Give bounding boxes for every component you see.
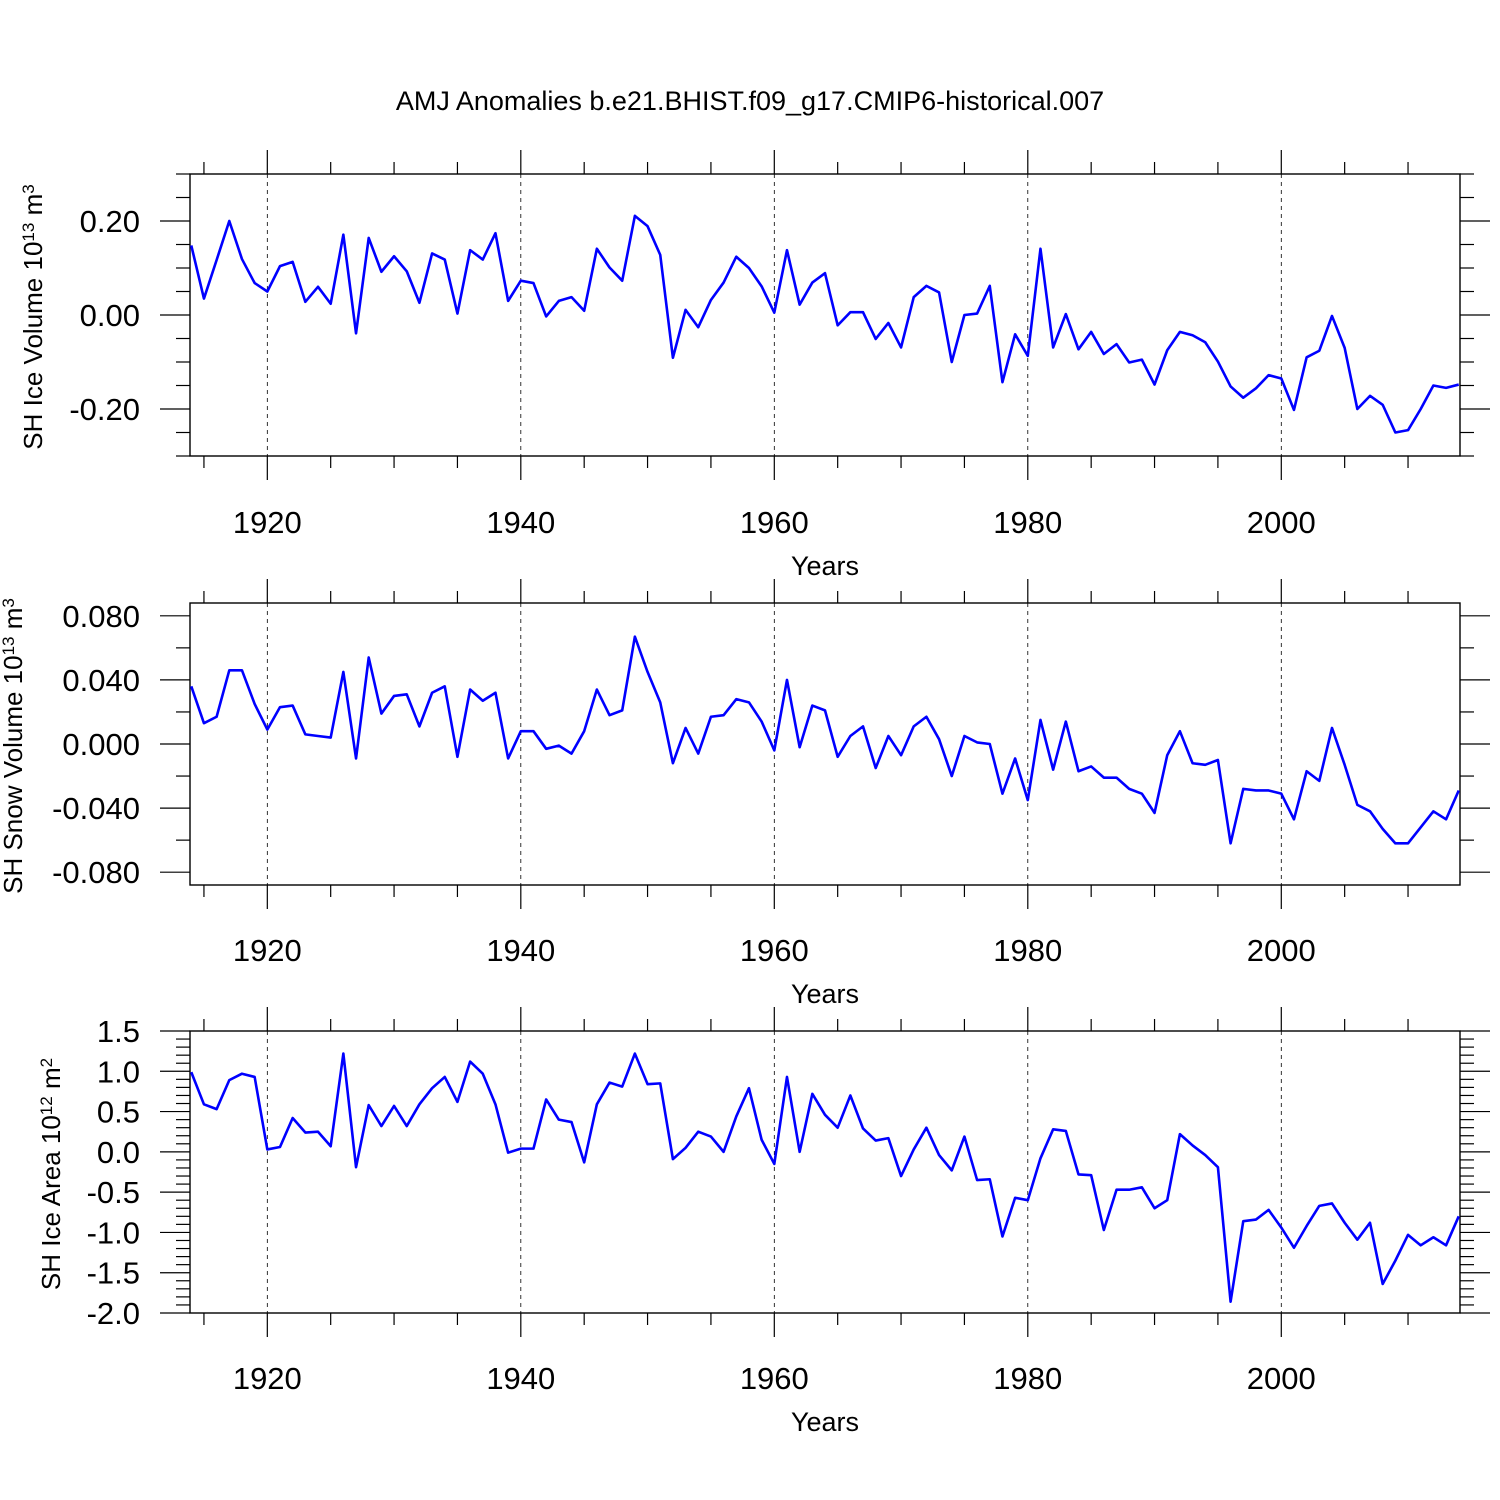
y-tick-label-m1p5: -1.5 [87,1256,140,1291]
y-tick-label-0p04: 0.040 [62,663,140,698]
x-tick-label-1940: 1940 [486,1361,555,1396]
figure-title: AMJ Anomalies b.e21.BHIST.f09_g17.CMIP6-… [396,86,1104,116]
x-tick-label-2000: 2000 [1247,933,1316,968]
x-tick-label-1980: 1980 [993,505,1062,540]
panel-3: 1920 1940 1960 1980 2000 -2.0 -1.5 -1.0 -0.5 0.0 0… [36,1007,1490,1437]
y-tick-label-0: 0.000 [62,727,140,762]
plot-frame [189,602,1461,886]
y-tick-label-m0p2: -0.20 [69,392,140,427]
y-tick-label-1: 1.0 [97,1054,140,1089]
x-tick-label-2000: 2000 [1247,1361,1316,1396]
y-tick-label-m2: -2.0 [87,1296,140,1331]
x-tick-label-1980: 1980 [993,1361,1062,1396]
y-tick-label-0: 0.00 [80,298,140,333]
y-tick-label-1p5: 1.5 [97,1014,140,1049]
y-tick-label-0p5: 0.5 [97,1095,140,1130]
plot-frame [189,1030,1461,1314]
x-axis-label: Years [791,979,859,1009]
x-tick-label-1960: 1960 [740,933,809,968]
x-axis-label: Years [791,1407,859,1437]
y-axis-label: SH Snow Volume 1013 m3 [0,598,28,894]
series-line-1 [190,1052,1460,1304]
x-tick-label-1960: 1960 [740,1361,809,1396]
x-tick-label-2000: 2000 [1247,505,1316,540]
panels: 1920 1940 1960 1980 2000 -0.20 0.00 0.20 Years SH… [0,150,1490,1437]
y-tick-label-0: 0.0 [97,1135,140,1170]
y-tick-label-m0p5: -0.5 [87,1175,140,1210]
y-tick-label-0p2: 0.20 [80,204,140,239]
x-tick-label-1940: 1940 [486,933,555,968]
series-line-1 [190,635,1460,845]
plot-frame [189,173,1461,457]
y-tick-label-m1: -1.0 [87,1215,140,1250]
y-axis-label: SH Ice Area 1012 m2 [36,1058,66,1290]
x-tick-label-1920: 1920 [233,1361,302,1396]
y-tick-label-0p08: 0.080 [62,599,140,634]
panel-2: 1920 1940 1960 1980 2000 -0.080 -0.040 0.000 0.0… [0,579,1490,1009]
x-tick-label-1960: 1960 [740,505,809,540]
x-axis-label: Years [791,551,859,581]
x-tick-label-1980: 1980 [993,933,1062,968]
x-tick-label-1920: 1920 [233,933,302,968]
panel-1: 1920 1940 1960 1980 2000 -0.20 0.00 0.20 Years SH… [18,150,1490,581]
y-tick-label-m0p08: -0.080 [52,855,140,890]
y-tick-label-m0p04: -0.040 [52,791,140,826]
y-axis-label: SH Ice Volume 1013 m3 [18,184,48,449]
x-tick-label-1920: 1920 [233,505,302,540]
x-tick-label-1940: 1940 [486,505,555,540]
series-line-1 [190,214,1460,434]
